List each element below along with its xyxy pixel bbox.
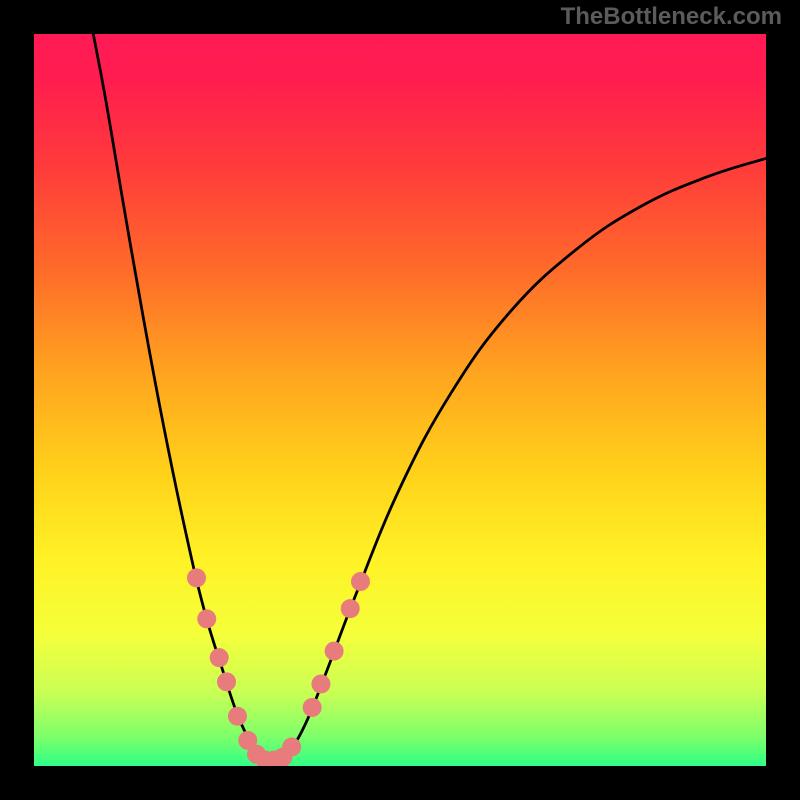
marker-point [303,698,322,717]
marker-point [351,572,370,591]
marker-point [311,675,330,694]
marker-point [187,568,206,587]
marker-point [228,707,247,726]
watermark-text: TheBottleneck.com [561,3,782,31]
marker-point [282,737,301,756]
frame-bottom [0,766,800,800]
bottleneck-curve [93,30,766,760]
chart-svg [0,0,800,800]
chart-stage: TheBottleneck.com [0,0,800,800]
marker-point [197,609,216,628]
marker-point [217,672,236,691]
frame-left [0,0,34,800]
marker-point [325,642,344,661]
marker-point [341,599,360,618]
frame-right [766,0,800,800]
marker-point [210,648,229,667]
